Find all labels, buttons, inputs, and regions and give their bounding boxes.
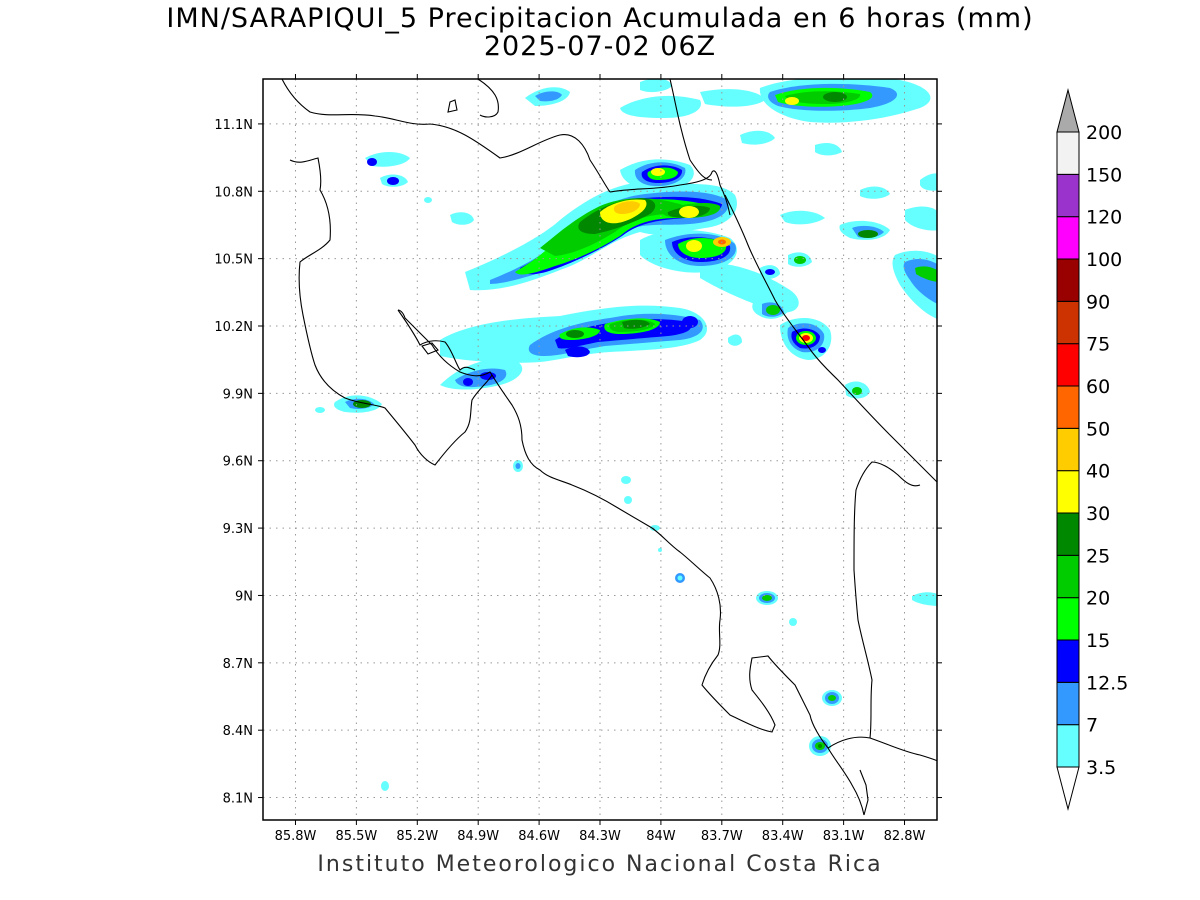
caribbean-coast-nicaragua [669, 79, 713, 181]
lon-tick-label: 84.6W [518, 829, 560, 844]
colorbar-label: 20 [1086, 588, 1110, 610]
map-axes: 85.8W 85.5W 85.2W 84.9W 84.6W 84.3W 84W 83.7W 83… [214, 74, 942, 844]
colorbar-segment [1056, 554, 1080, 599]
colorbar-segment [1056, 385, 1080, 429]
caribbean-coast [724, 194, 937, 483]
lat-tick-label: 10.8N [214, 185, 253, 200]
precip-cell [728, 206, 937, 399]
lon-tick-label: 84W [646, 829, 676, 844]
colorbar-label: 30 [1086, 503, 1110, 525]
colorbar-label: 12.5 [1086, 672, 1128, 694]
lat-tick-label: 11.1N [214, 118, 253, 133]
lat-tick-label: 9.3N [223, 522, 253, 537]
colorbar-segment [1056, 681, 1080, 726]
golfito-coast [827, 736, 937, 762]
pacific-coast-north [289, 157, 493, 466]
precip-cell [525, 79, 937, 319]
lon-tick-label: 85.2W [396, 829, 438, 844]
lake-nicaragua-outlet [447, 99, 458, 113]
colorbar-segment [1056, 258, 1080, 302]
lat-tick-label: 9.6N [223, 455, 253, 470]
precipitation-field [315, 79, 937, 791]
colorbar: 3.5 7 12.5 15 20 25 30 40 50 60 75 90 100 120 150 200 [1056, 88, 1128, 811]
lon-tick-label: 84.9W [457, 829, 499, 844]
colorbar-underflow-arrow [1056, 766, 1080, 811]
lat-tick-label: 9.9N [223, 387, 253, 402]
colorbar-segment [1056, 724, 1080, 768]
colorbar-label: 40 [1086, 461, 1110, 483]
lat-tick-label: 10.2N [214, 320, 253, 335]
lat-tick-label: 8.1N [223, 792, 253, 807]
colorbar-label: 60 [1086, 376, 1110, 398]
nicaragua-border [281, 79, 611, 193]
precip-cell [315, 152, 937, 791]
colorbar-label: 200 [1086, 122, 1122, 144]
colorbar-label: 25 [1086, 545, 1110, 567]
colorbar-segment [1056, 470, 1080, 514]
colorbar-segment [1056, 300, 1080, 345]
colorbar-overflow-arrow [1056, 88, 1080, 133]
colorbar-label: 7 [1086, 715, 1098, 737]
lon-tick-label: 83.7W [701, 829, 743, 844]
lon-tick-label: 83.1W [823, 829, 865, 844]
nicoya-gulf-coast [397, 309, 476, 371]
lon-tick-label: 84.3W [579, 829, 621, 844]
colorbar-label: 120 [1086, 207, 1122, 229]
osa-peninsula [859, 769, 869, 816]
colorbar-segment [1056, 597, 1080, 641]
pacific-coast-central [491, 374, 865, 816]
colorbar-label: 90 [1086, 291, 1110, 313]
san-juan-river [609, 170, 731, 216]
colorbar-segment [1056, 173, 1080, 218]
map-gridlines [263, 79, 937, 820]
lat-tick-label: 10.5N [214, 253, 253, 268]
lon-tick-label: 85.5W [335, 829, 377, 844]
colorbar-label: 15 [1086, 630, 1110, 652]
colorbar-label: 75 [1086, 334, 1110, 356]
footer-credit: Instituto Meteorologico Nacional Costa R… [317, 852, 883, 877]
nicaragua-coast-north [477, 79, 499, 118]
colorbar-label: 3.5 [1086, 757, 1116, 779]
nicoya-island [421, 342, 439, 355]
colorbar-segment [1056, 427, 1080, 472]
lat-tick-label: 8.7N [223, 657, 253, 672]
lat-tick-label: 8.4N [223, 724, 253, 739]
precip-cell [465, 159, 799, 313]
lon-tick-label: 82.8W [884, 829, 926, 844]
colorbar-label: 150 [1086, 164, 1122, 186]
colorbar-segment [1056, 131, 1080, 175]
panama-border [853, 461, 921, 739]
colorbar-label: 100 [1086, 249, 1122, 271]
map-datetime: 2025-07-02 06Z [483, 31, 717, 62]
lat-tick-label: 9N [235, 589, 253, 604]
colorbar-segment [1056, 512, 1080, 556]
colorbar-label: 50 [1086, 418, 1110, 440]
colorbar-segment [1056, 343, 1080, 387]
colorbar-segment [1056, 216, 1080, 260]
coastlines-borders [281, 79, 937, 816]
colorbar-segment [1056, 639, 1080, 683]
precip-cell [440, 305, 708, 390]
lon-tick-label: 83.4W [762, 829, 804, 844]
lon-tick-label: 85.8W [275, 829, 317, 844]
map-title: IMN/SARAPIQUI_5 Precipitacion Acumulada … [166, 3, 1034, 34]
